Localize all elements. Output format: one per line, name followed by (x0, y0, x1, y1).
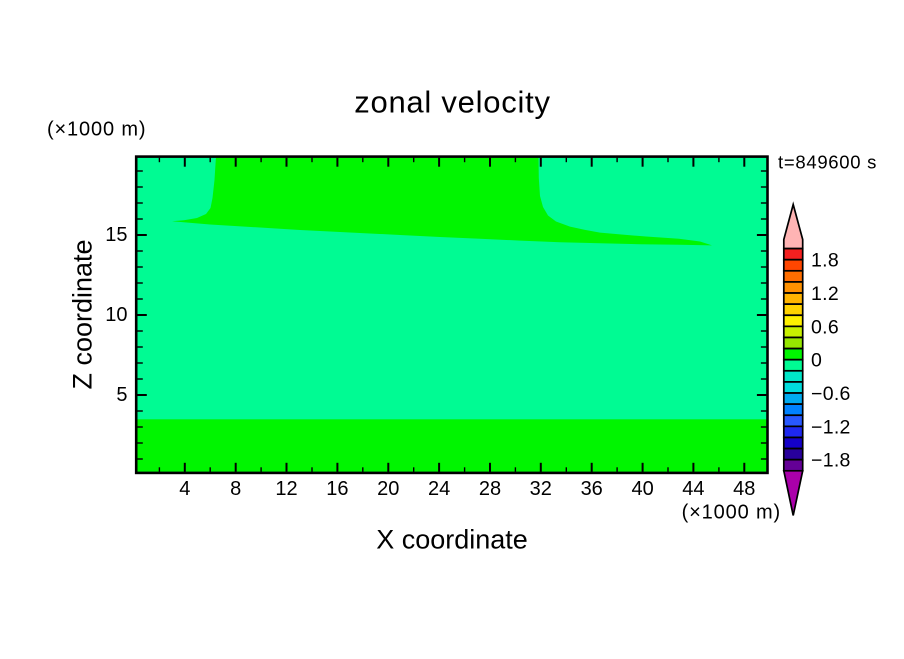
svg-text:t=849600 s: t=849600 s (778, 152, 877, 173)
svg-text:12: 12 (275, 478, 297, 500)
svg-text:−0.6: −0.6 (811, 383, 851, 405)
svg-text:0: 0 (811, 350, 822, 372)
svg-text:(×1000 m): (×1000 m) (682, 502, 781, 524)
svg-text:−1.2: −1.2 (811, 416, 851, 438)
svg-text:40: 40 (631, 478, 653, 500)
svg-text:Z coordinate: Z coordinate (68, 239, 98, 389)
svg-text:8: 8 (230, 478, 241, 500)
svg-text:−1.8: −1.8 (811, 450, 851, 472)
svg-text:5: 5 (116, 384, 127, 406)
svg-text:15: 15 (105, 224, 127, 246)
svg-text:28: 28 (479, 478, 501, 500)
svg-text:zonal velocity: zonal velocity (354, 85, 551, 120)
svg-text:4: 4 (179, 478, 190, 500)
svg-text:0.6: 0.6 (811, 316, 839, 338)
svg-text:48: 48 (733, 478, 755, 500)
svg-text:20: 20 (377, 478, 399, 500)
svg-text:32: 32 (530, 478, 552, 500)
svg-text:1.2: 1.2 (811, 283, 839, 305)
svg-text:X coordinate: X coordinate (376, 525, 528, 555)
svg-text:44: 44 (682, 478, 704, 500)
svg-text:(×1000 m): (×1000 m) (47, 119, 146, 141)
svg-text:36: 36 (581, 478, 603, 500)
svg-text:16: 16 (326, 478, 348, 500)
svg-text:24: 24 (428, 478, 450, 500)
svg-text:10: 10 (105, 304, 127, 326)
svg-text:1.8: 1.8 (811, 250, 839, 272)
